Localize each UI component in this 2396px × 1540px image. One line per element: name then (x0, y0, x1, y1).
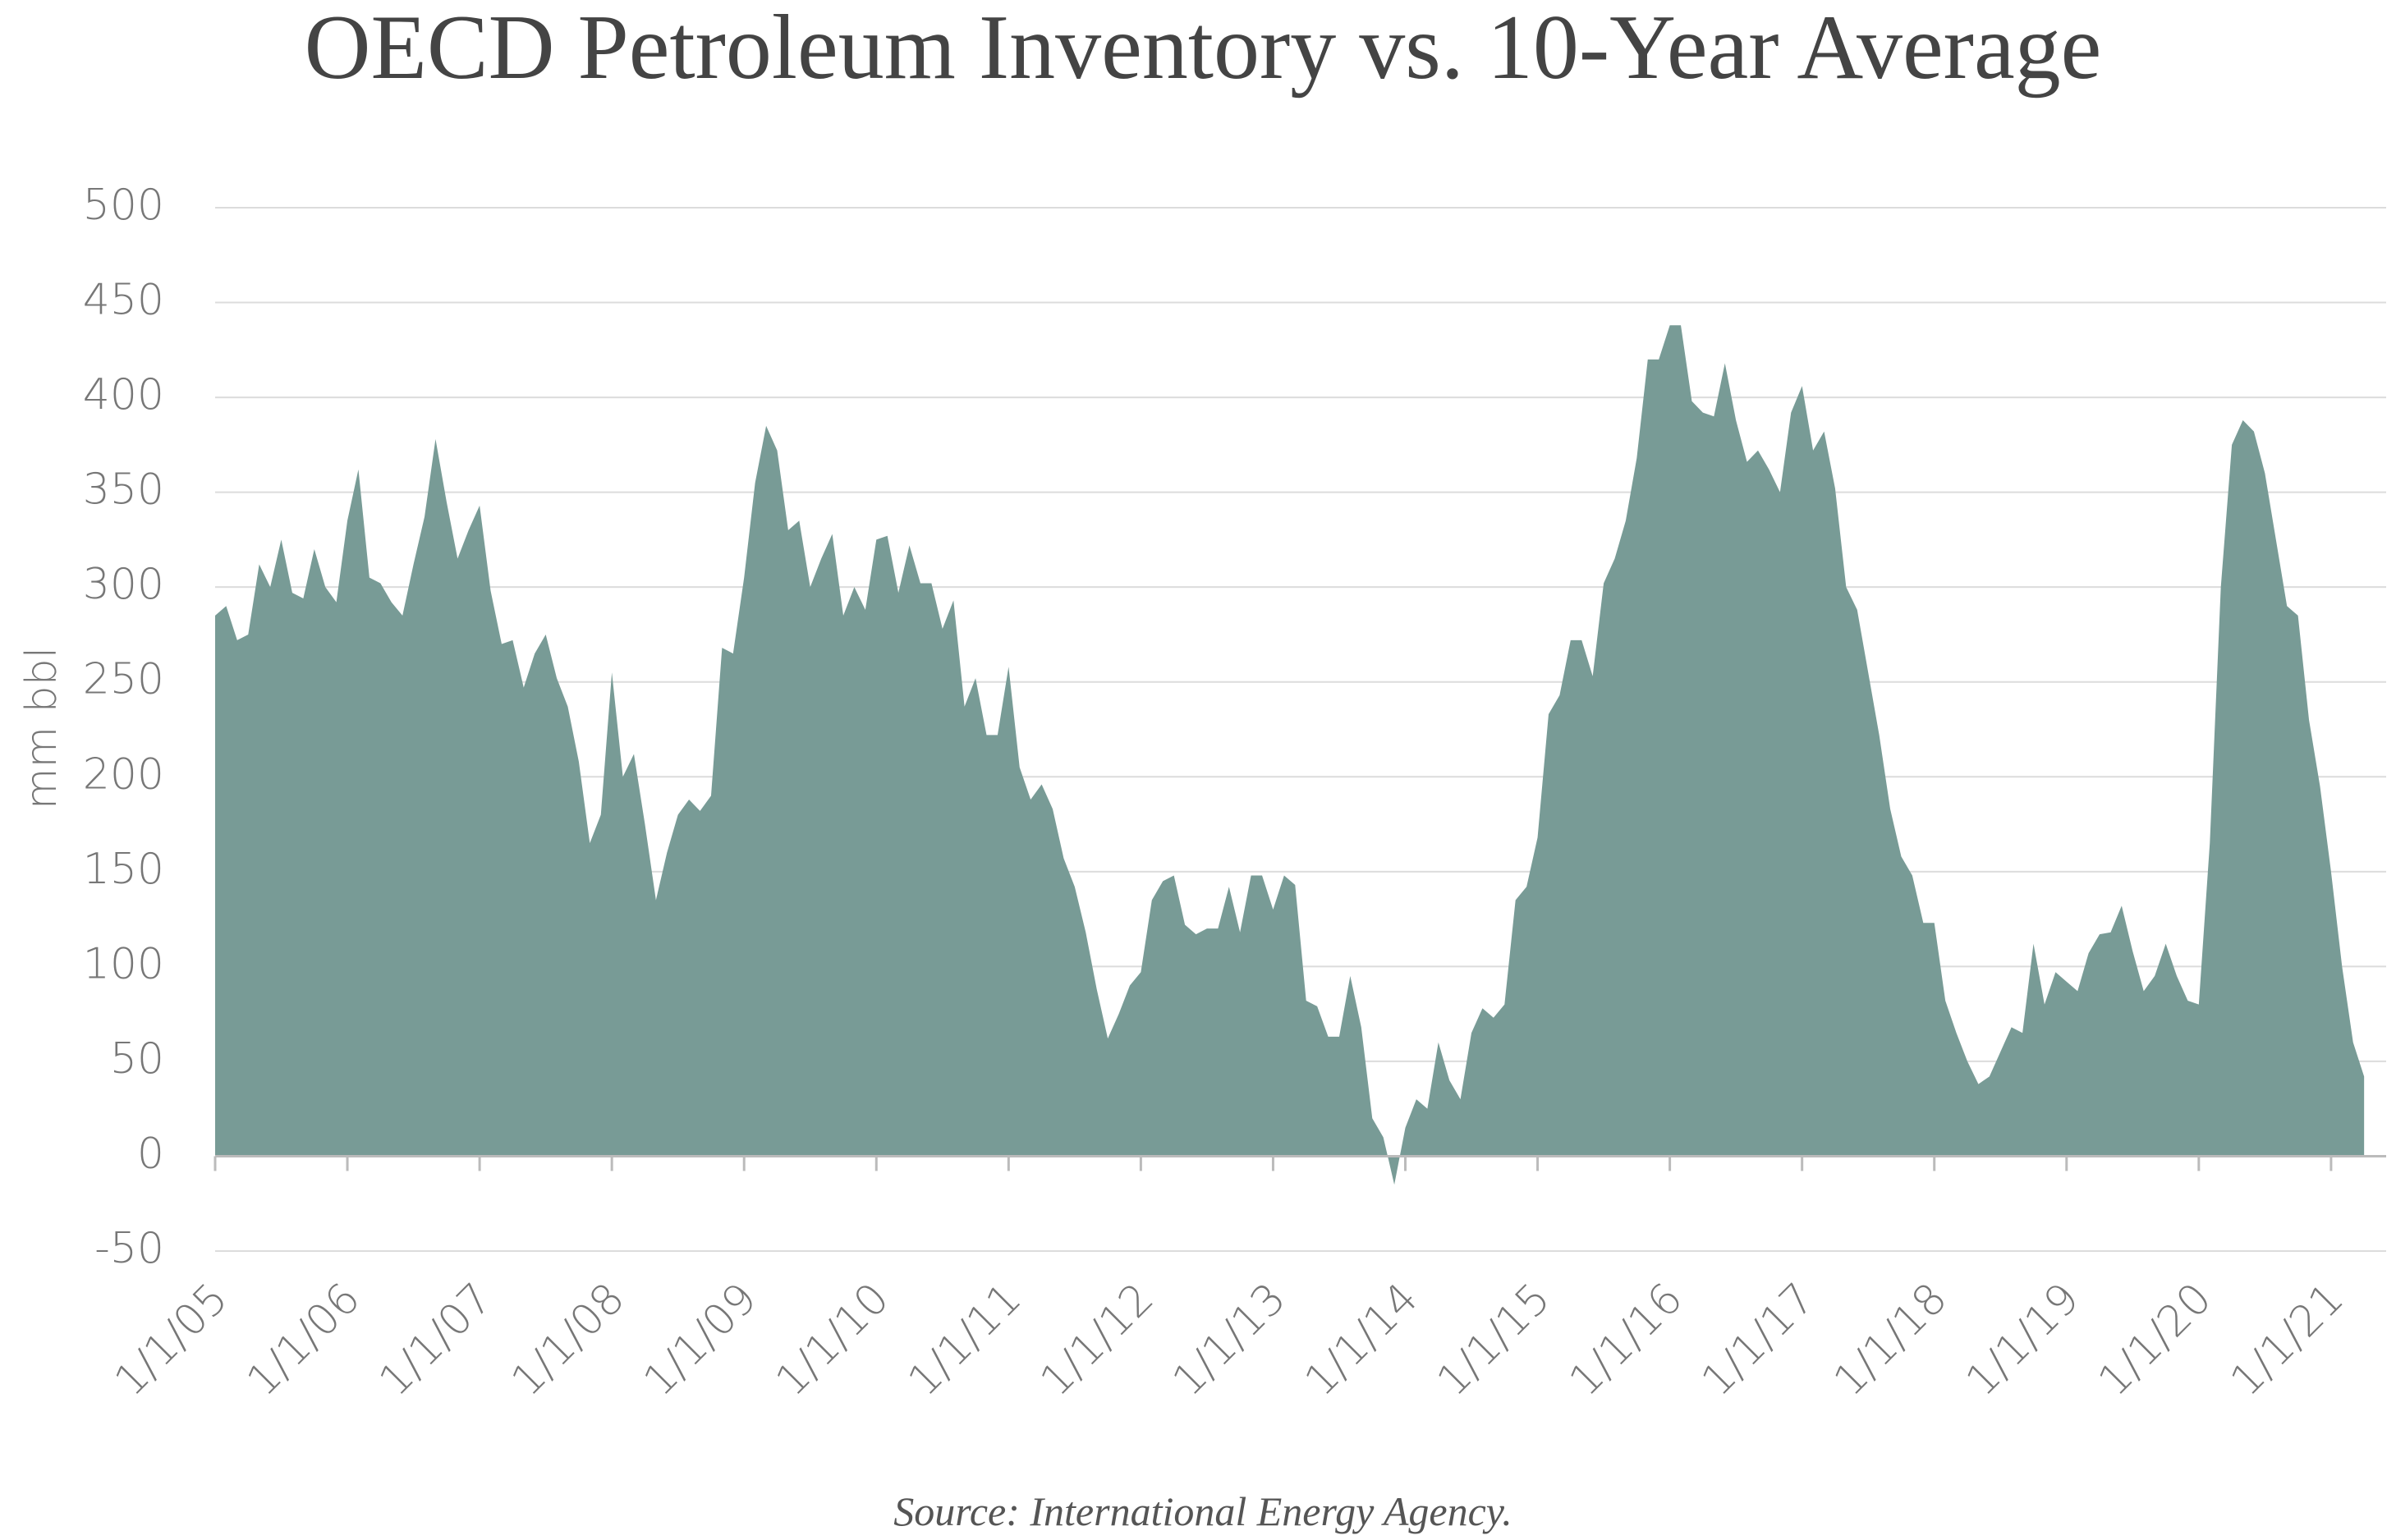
x-tick-label: 1/1/05 (105, 1274, 237, 1406)
y-tick-label: 300 (83, 560, 164, 609)
y-tick-label: 450 (83, 276, 164, 325)
x-tick-label: 1/1/08 (503, 1274, 635, 1406)
y-tick-label: 150 (83, 845, 164, 894)
x-tick-label: 1/1/12 (1031, 1274, 1164, 1406)
y-tick-label: 500 (83, 181, 164, 230)
y-axis-label: mm bbl (17, 647, 67, 809)
x-tick-label: 1/1/19 (1957, 1274, 2089, 1406)
source-note: Source: International Energy Agency. (893, 1488, 1512, 1534)
x-tick-label: 1/1/13 (1164, 1274, 1296, 1406)
x-tick-label: 1/1/16 (1560, 1274, 1692, 1406)
x-tick-label: 1/1/17 (1692, 1274, 1825, 1406)
x-tick-label: 1/1/06 (237, 1274, 369, 1406)
y-tick-label: 50 (110, 1034, 164, 1084)
y-tick-label: -50 (94, 1224, 164, 1273)
x-tick-label: 1/1/14 (1296, 1274, 1428, 1406)
y-tick-label: 350 (83, 465, 164, 515)
y-tick-label: 200 (83, 749, 164, 799)
y-tick-label: 400 (83, 370, 164, 419)
x-tick-label: 1/1/09 (635, 1274, 767, 1406)
x-tick-label: 1/1/20 (2089, 1274, 2221, 1406)
y-tick-label: 100 (83, 939, 164, 988)
y-tick-label: 0 (137, 1129, 164, 1178)
x-tick-label: 1/1/18 (1825, 1274, 1957, 1406)
chart-title: OECD Petroleum Inventory vs. 10-Year Ave… (305, 0, 2102, 99)
area (215, 325, 2365, 1185)
x-tick-label: 1/1/15 (1428, 1274, 1560, 1406)
x-tick-label: 1/1/11 (899, 1274, 1031, 1406)
x-tick-label: 1/1/10 (767, 1274, 899, 1406)
x-tick-label: 1/1/21 (2221, 1274, 2353, 1406)
y-tick-label: 250 (83, 655, 164, 704)
x-tick-label: 1/1/07 (370, 1274, 503, 1406)
